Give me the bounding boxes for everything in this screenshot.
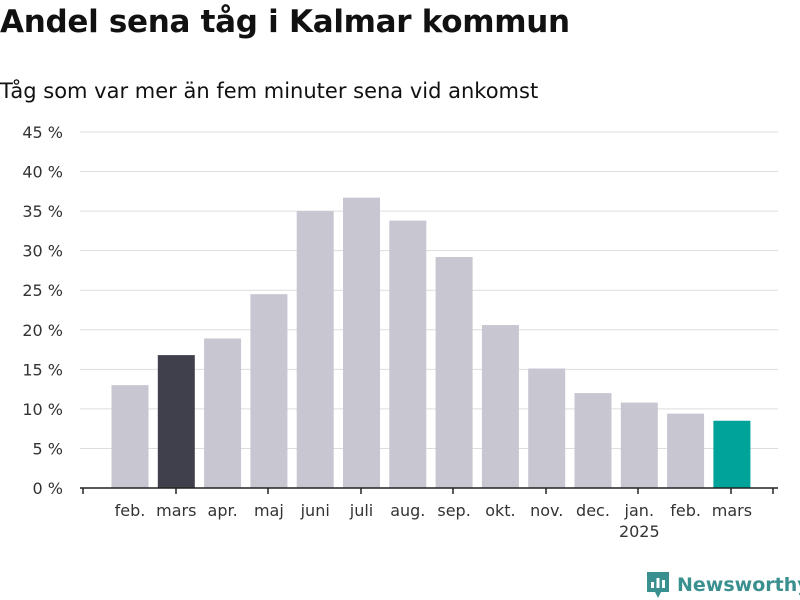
- chart-title: Andel sena tåg i Kalmar kommun: [0, 4, 570, 40]
- y-axis-labels: 0 % 5 % 10 % 15 % 20 % 25 % 30 % 35 % 40 % 45 %: [22, 123, 63, 498]
- x-tick-label: jan.: [624, 501, 654, 520]
- y-tick-label: 40 %: [22, 163, 63, 182]
- x-tick-label: aug.: [390, 501, 425, 520]
- bar-13: [713, 420, 751, 488]
- x-tick-label: maj: [254, 501, 284, 520]
- x-tick-label: sep.: [437, 501, 470, 520]
- bar-9: [528, 368, 566, 488]
- y-tick-label: 5 %: [33, 439, 63, 458]
- x-tick-label: okt.: [485, 501, 515, 520]
- bar-8: [481, 325, 519, 488]
- y-tick-label: 35 %: [22, 202, 63, 221]
- y-tick-label: 10 %: [22, 400, 63, 419]
- bar-2: [204, 338, 242, 488]
- chart-subtitle: Tåg som var mer än fem minuter sena vid …: [0, 79, 539, 103]
- y-tick-label: 45 %: [22, 123, 63, 142]
- x-tick-label: feb.: [115, 501, 146, 520]
- newsworthy-logo: Newsworthy: [645, 570, 800, 600]
- x-tick-label: mars: [156, 501, 196, 520]
- bar-10: [574, 393, 612, 488]
- y-tick-label: 20 %: [22, 321, 63, 340]
- bars: [111, 197, 751, 489]
- y-tick-label: 25 %: [22, 281, 63, 300]
- x-tick-label: feb.: [670, 501, 701, 520]
- bar-12: [667, 413, 705, 488]
- bar-11: [620, 402, 658, 488]
- brand-name: Newsworthy: [677, 574, 800, 596]
- bar-5: [343, 197, 380, 488]
- bar-4: [296, 211, 334, 488]
- x-axis: [80, 487, 778, 494]
- x-tick-label: mars: [712, 501, 752, 520]
- x-tick-label: nov.: [530, 501, 563, 520]
- bar-7: [435, 256, 473, 488]
- x-tick-label: dec.: [576, 501, 610, 520]
- bar-1: [157, 355, 195, 488]
- y-tick-label: 15 %: [22, 360, 63, 379]
- bar-3: [250, 294, 288, 488]
- x-year-label: 2025: [619, 522, 660, 541]
- x-tick-label: apr.: [208, 501, 238, 520]
- gridlines: [80, 131, 778, 449]
- y-tick-label: 0 %: [33, 479, 63, 498]
- newsworthy-icon: [647, 572, 669, 598]
- x-axis-labels: feb. mars apr. maj juni juli aug. sep. okt. nov. d…: [115, 501, 752, 541]
- bar-6: [389, 220, 427, 489]
- bar-0: [111, 385, 149, 488]
- x-tick-label: juli: [349, 501, 373, 520]
- x-tick-label: juni: [300, 501, 330, 520]
- bar-chart: 0 % 5 % 10 % 15 % 20 % 25 % 30 % 35 % 40 % 45 % f…: [22, 123, 778, 541]
- y-tick-label: 30 %: [22, 242, 63, 261]
